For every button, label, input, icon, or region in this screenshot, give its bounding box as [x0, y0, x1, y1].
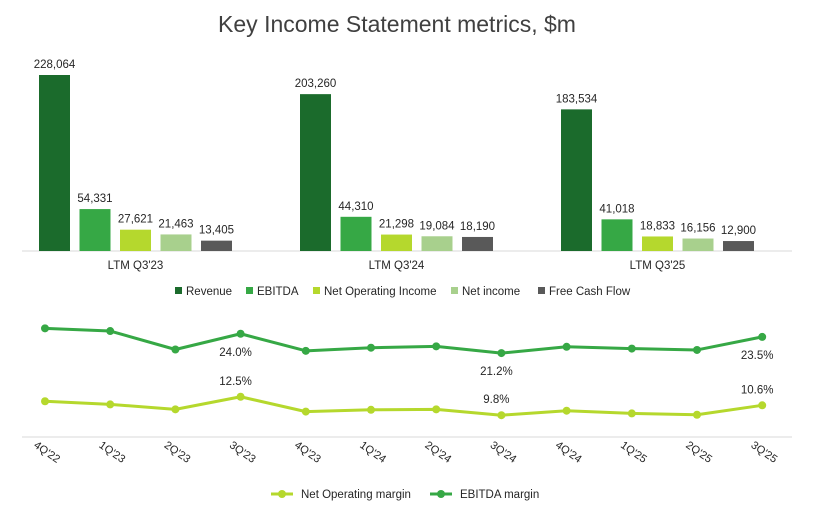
bar-value-label: 228,064 [34, 59, 76, 71]
x-tick-label: 2Q'24 [423, 439, 454, 465]
series-line-ebitda-margin [44, 326, 763, 355]
legend-label-ebitda: EBITDA [257, 286, 299, 298]
data-label-net-operating-margin: 10.6% [741, 384, 774, 396]
point-ebitda-margin [432, 342, 441, 351]
bar-value-label: 16,156 [680, 223, 715, 235]
bar-net-operating-income-ltm-q3-24 [381, 234, 412, 251]
point-net-operating-margin [367, 405, 375, 414]
line-chart: 4Q'22 1Q'23 2Q'23 3Q'23 4Q'23 1Q'24 2Q'24 3Q'24… [22, 324, 792, 466]
bar-value-label: 21,298 [379, 219, 414, 231]
bar-value-label: 41,018 [599, 203, 634, 215]
bar-value-label: 19,084 [419, 220, 455, 232]
legend-label-net-income: Net income [462, 286, 520, 298]
bar-revenue-ltm-q3-24 [300, 94, 331, 251]
point-ebitda-margin [562, 342, 571, 351]
point-ebitda-margin [171, 345, 180, 354]
data-label-ebitda-margin: 21.2% [480, 366, 513, 378]
x-tick-label: 4Q'23 [292, 439, 323, 465]
x-tick-label: 2Q'23 [162, 439, 193, 465]
bar-value-label: 44,310 [338, 201, 373, 213]
bar-value-label: 18,833 [640, 220, 675, 232]
bar-category-label: LTM Q3'24 [369, 260, 425, 272]
bar-ebitda-ltm-q3-25 [601, 219, 633, 251]
point-ebitda-margin [367, 343, 375, 352]
legend-marker-net-operating-margin [278, 490, 286, 498]
legend-label-ebitda-margin: EBITDA margin [460, 489, 539, 501]
bar-value-label: 18,190 [460, 221, 495, 233]
bar-revenue-ltm-q3-23 [39, 75, 70, 251]
x-tick-label: 2Q'25 [683, 439, 714, 465]
data-label-ebitda-margin: 24.0% [219, 347, 252, 359]
bar-category-label: LTM Q3'25 [630, 260, 686, 272]
legend-swatch-ebitda [246, 287, 253, 294]
bar-ebitda-ltm-q3-24 [340, 216, 372, 251]
bar-value-label: 203,260 [295, 78, 337, 90]
data-label-ebitda-margin: 23.5% [741, 350, 774, 362]
bar-chart-legend: Revenue EBITDA Net Operating Income Net inc… [175, 286, 631, 298]
x-tick-label: 3Q'25 [749, 439, 780, 465]
legend-swatch-free-cash-flow [538, 287, 545, 294]
point-net-operating-margin [41, 397, 49, 406]
point-ebitda-margin [693, 345, 701, 354]
bar-value-label: 183,534 [556, 93, 598, 105]
point-ebitda-margin [627, 344, 636, 353]
bar-revenue-ltm-q3-25 [561, 109, 592, 252]
bar-chart: 228,064 54,331 27,621 21,463 13,405 LTM Q3'23… [22, 59, 792, 272]
point-ebitda-margin [236, 329, 245, 338]
legend-label-net-operating-income: Net Operating Income [324, 286, 437, 298]
bar-net-operating-income-ltm-q3-23 [120, 229, 151, 251]
bar-net-operating-income-ltm-q3-25 [642, 236, 673, 251]
data-label-net-operating-margin: 12.5% [219, 376, 252, 388]
point-net-operating-margin [106, 400, 115, 409]
data-label-net-operating-margin: 9.8% [483, 394, 509, 406]
x-tick-label: 4Q'22 [31, 439, 62, 465]
point-ebitda-margin [106, 327, 115, 336]
point-net-operating-margin [693, 410, 701, 419]
point-ebitda-margin [497, 349, 506, 358]
point-net-operating-margin [236, 392, 245, 401]
bar-ebitda-ltm-q3-23 [79, 209, 111, 251]
bar-net-income-ltm-q3-24 [421, 236, 453, 251]
bar-free-cash-flow-ltm-q3-23 [201, 240, 232, 251]
point-net-operating-margin [627, 409, 636, 418]
bar-category-label: LTM Q3'23 [108, 260, 164, 272]
legend-swatch-net-operating-income [313, 287, 320, 294]
point-net-operating-margin [758, 401, 767, 410]
bar-value-label: 54,331 [77, 193, 112, 205]
x-tick-label: 1Q'23 [97, 439, 128, 465]
legend-swatch-net-income [451, 287, 458, 294]
x-tick-label: 1Q'25 [618, 439, 649, 465]
point-ebitda-margin [301, 346, 310, 355]
bar-free-cash-flow-ltm-q3-24 [462, 236, 493, 251]
line-chart-legend: Net Operating margin EBITDA margin [271, 489, 539, 501]
bar-net-income-ltm-q3-23 [160, 234, 192, 251]
bar-value-label: 13,405 [199, 225, 234, 237]
bar-value-label: 21,463 [158, 218, 193, 230]
bar-free-cash-flow-ltm-q3-25 [723, 241, 754, 251]
point-ebitda-margin [41, 324, 49, 333]
legend-label-revenue: Revenue [186, 286, 232, 298]
legend-marker-ebitda-margin [437, 490, 445, 498]
x-tick-label: 3Q'23 [227, 439, 258, 465]
legend-swatch-revenue [175, 287, 182, 294]
point-net-operating-margin [432, 405, 441, 414]
bar-value-label: 27,621 [118, 214, 153, 226]
point-net-operating-margin [171, 405, 180, 414]
chart-title: Key Income Statement metrics, $m [218, 11, 576, 37]
legend-label-free-cash-flow: Free Cash Flow [549, 286, 631, 298]
legend-label-net-operating-margin: Net Operating margin [301, 489, 411, 501]
x-tick-label: 1Q'24 [357, 439, 388, 465]
point-net-operating-margin [497, 411, 506, 420]
point-net-operating-margin [301, 407, 310, 416]
point-ebitda-margin [758, 332, 767, 341]
point-net-operating-margin [562, 406, 571, 415]
series-line-net-operating-margin [44, 395, 763, 417]
bar-net-income-ltm-q3-25 [682, 238, 714, 251]
x-tick-label: 4Q'24 [553, 439, 584, 465]
bar-value-label: 12,900 [721, 225, 756, 237]
x-tick-label: 3Q'24 [488, 439, 519, 465]
